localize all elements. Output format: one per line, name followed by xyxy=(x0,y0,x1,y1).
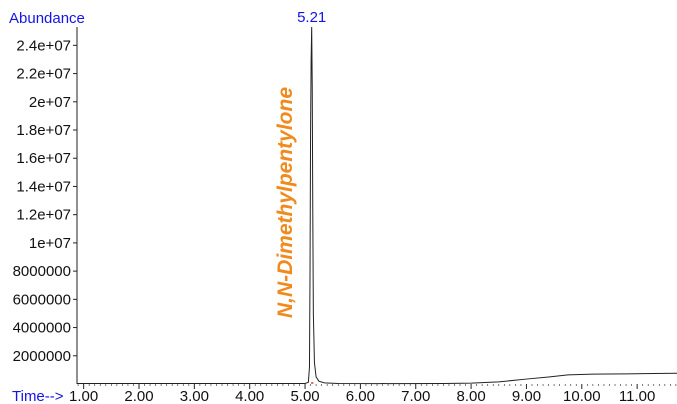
compound-annotation: N,N-Dimethylpentylone xyxy=(274,87,297,318)
y-axis-label: Abundance xyxy=(9,10,85,27)
x-tick-label: 7.00 xyxy=(401,388,430,404)
y-tick-label: 1.2e+07 xyxy=(16,207,71,224)
y-tick-label: 2.4e+07 xyxy=(16,37,71,54)
x-axis-label: Time--> xyxy=(12,388,64,404)
y-tick-label: 1.6e+07 xyxy=(16,150,71,167)
series-layer xyxy=(77,26,677,385)
y-tick-label: 2.2e+07 xyxy=(16,66,71,83)
x-tick-label: 10.00 xyxy=(563,388,601,404)
x-axis-ticks: 1.00 2.00 3.00 4.00 5.00 6.00 7.00 8.00 9.00 10.0… xyxy=(69,384,677,404)
y-tick-label: 1e+07 xyxy=(29,235,71,252)
x-tick-label: 11.00 xyxy=(619,388,655,404)
y-tick-label: 1.8e+07 xyxy=(16,122,71,139)
y-tick-label: 2000000 xyxy=(13,348,71,365)
peak-retention-time-label: 5.21 xyxy=(297,9,326,26)
x-tick-label: 8.00 xyxy=(456,388,485,404)
x-tick-label: 4.00 xyxy=(235,388,264,404)
x-tick-label: 5.00 xyxy=(290,388,319,404)
x-tick-label: 6.00 xyxy=(346,388,375,404)
y-tick-label: 8000000 xyxy=(13,263,71,280)
y-tick-label: 1.4e+07 xyxy=(16,178,71,195)
y-tick-label: 4000000 xyxy=(13,320,71,337)
y-tick-label: 2e+07 xyxy=(29,94,71,111)
x-tick-label: 9.00 xyxy=(512,388,541,404)
x-tick-label: 3.00 xyxy=(180,388,209,404)
chromatogram-trace xyxy=(77,26,677,385)
x-tick-label: 1.00 xyxy=(69,388,98,404)
y-tick-label: 6000000 xyxy=(13,291,71,308)
y-axis-ticks: 2000000 4000000 6000000 8000000 1e+07 1.2e+07… xyxy=(13,37,77,365)
x-tick-label: 2.00 xyxy=(124,388,153,404)
